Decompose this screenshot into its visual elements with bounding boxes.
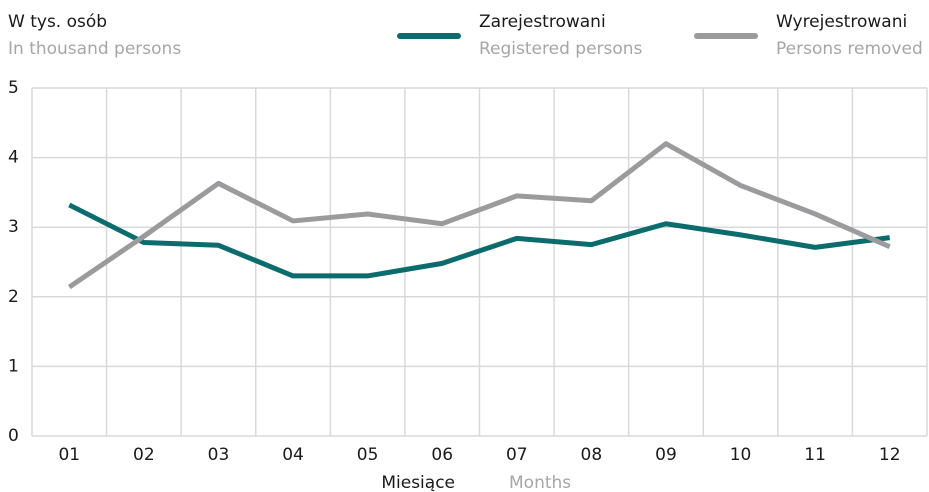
x-tick-label: 07 xyxy=(506,445,528,465)
y-tick-label: 4 xyxy=(8,148,19,168)
series-line xyxy=(67,141,891,290)
x-tick-label: 09 xyxy=(655,445,677,465)
x-tick-label: 02 xyxy=(133,445,155,465)
y-tick-label: 0 xyxy=(8,426,19,446)
x-tick-label: 12 xyxy=(879,445,901,465)
legend-label-en: Registered persons xyxy=(479,39,643,59)
x-tick-label: 01 xyxy=(58,445,80,465)
x-tick-label: 10 xyxy=(730,445,752,465)
y-tick-label: 3 xyxy=(8,217,19,237)
x-tick-label: 08 xyxy=(581,445,603,465)
y-axis-label-en: In thousand persons xyxy=(8,39,181,59)
x-axis-label: Miesiące xyxy=(381,473,455,492)
legend-label: Zarejestrowani xyxy=(479,12,606,32)
legend-label: Wyrejestrowani xyxy=(776,12,907,32)
y-axis-label: W tys. osób xyxy=(8,12,107,32)
legend-label-en: Persons removed xyxy=(776,39,923,59)
x-tick-label: 03 xyxy=(208,445,230,465)
series-line xyxy=(68,202,891,279)
x-tick-label: 04 xyxy=(282,445,304,465)
y-tick-label: 2 xyxy=(8,287,19,307)
y-tick-label: 5 xyxy=(8,78,19,98)
y-tick-label: 1 xyxy=(8,356,19,376)
x-axis-label-en: Months xyxy=(509,473,571,492)
x-tick-label: 11 xyxy=(804,445,826,465)
x-tick-label: 06 xyxy=(431,445,453,465)
x-tick-label: 05 xyxy=(357,445,379,465)
